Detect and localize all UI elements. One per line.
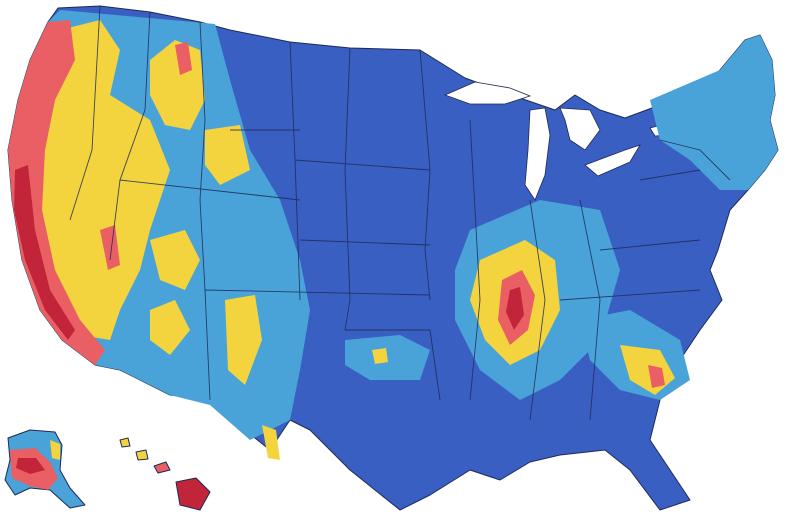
lake-huron	[559, 107, 601, 151]
lake-superior	[443, 81, 532, 105]
hazard-zone-moderate-arizona	[150, 300, 190, 355]
hazard-zone-moderate-newmexico	[225, 295, 262, 385]
hawaii-island-2	[135, 449, 149, 461]
hawaii	[119, 437, 211, 511]
hazard-zone-moderate-oklahoma	[372, 348, 388, 364]
hazard-zone-moderate-utah	[150, 230, 200, 290]
hazard-zone-high-charleston	[648, 365, 665, 388]
hazard-zone-low-northeast	[650, 35, 778, 190]
hazard-zone-very-high-california	[14, 165, 75, 340]
hazard-zone-high-montana	[175, 42, 192, 75]
hazard-zone-low-oklahoma	[345, 335, 430, 380]
hazard-zone-moderate-west	[30, 20, 170, 340]
hazard-zone-high-westcoast	[8, 20, 105, 365]
hazard-zone-very-high-newmadrid	[506, 287, 524, 330]
lake-michigan	[524, 107, 551, 201]
hawaii-island-1	[119, 437, 131, 448]
hazard-zone-moderate-wyoming	[205, 125, 250, 185]
hazard-zone-very-high-alaska	[16, 458, 45, 474]
lake-erie	[584, 144, 641, 177]
state-borders	[69, 5, 731, 421]
hawaii-island-3	[153, 461, 171, 474]
hazard-zone-moderate-alaska	[50, 440, 60, 460]
hazard-zone-moderate-idaho	[150, 40, 205, 130]
hazard-zone-moderate-texas-west	[262, 425, 280, 460]
hawaii-big-island	[175, 477, 211, 511]
hazard-zone-high-nevada	[100, 225, 120, 270]
alaska	[4, 429, 86, 509]
